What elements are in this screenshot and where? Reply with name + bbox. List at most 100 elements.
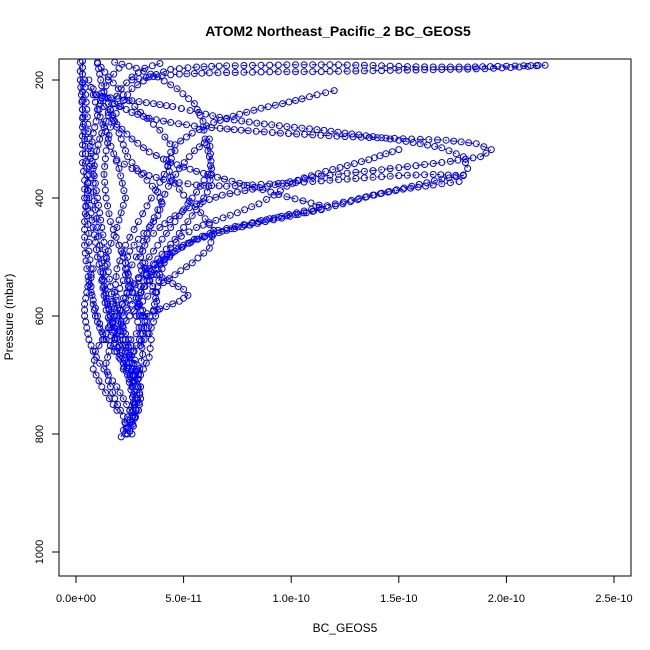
data-point	[96, 241, 104, 249]
data-point	[205, 69, 213, 77]
data-point	[249, 68, 256, 76]
data-point	[403, 66, 411, 74]
data-point	[193, 188, 200, 196]
data-point	[206, 142, 214, 150]
data-point	[343, 175, 351, 183]
data-point	[89, 265, 97, 273]
data-point	[336, 164, 344, 171]
data-point	[137, 262, 145, 270]
data-point	[89, 347, 97, 355]
data-point	[300, 174, 308, 182]
data-point	[266, 215, 274, 223]
data-point	[481, 65, 489, 73]
data-point	[205, 135, 213, 143]
data-point	[122, 259, 129, 267]
data-point	[196, 200, 204, 208]
data-point	[369, 67, 377, 75]
data-point	[124, 277, 132, 285]
series-profile-20	[94, 60, 166, 373]
data-point	[104, 76, 112, 84]
data-point	[112, 281, 119, 288]
y-axis-label: Pressure (mbar)	[2, 274, 16, 361]
data-point	[96, 324, 104, 332]
data-point	[354, 196, 362, 203]
data-point	[249, 61, 256, 69]
data-point	[156, 60, 164, 67]
data-point	[194, 235, 202, 243]
data-point	[119, 201, 127, 209]
data-point	[84, 178, 92, 186]
data-point	[452, 150, 460, 158]
data-point	[378, 189, 386, 197]
data-point	[276, 129, 284, 137]
data-point	[139, 306, 147, 314]
series-profile-9	[98, 89, 495, 349]
data-point	[184, 218, 192, 226]
data-point	[293, 209, 301, 217]
data-point	[179, 90, 187, 98]
data-point	[134, 218, 142, 226]
data-point	[122, 330, 129, 338]
data-point	[253, 119, 261, 127]
data-point	[134, 69, 142, 77]
data-point	[132, 342, 140, 349]
data-point	[386, 172, 394, 180]
data-point	[128, 300, 136, 308]
data-point	[412, 162, 420, 170]
data-point	[129, 288, 137, 296]
x-tick-label: 5.0e-11	[165, 593, 202, 605]
data-point	[130, 307, 138, 315]
data-point	[283, 68, 291, 76]
data-point	[82, 98, 90, 106]
data-point	[115, 103, 123, 110]
data-point	[386, 165, 394, 173]
data-point	[240, 181, 248, 189]
data-point	[446, 65, 454, 73]
data-point	[102, 94, 110, 102]
data-point	[291, 195, 299, 203]
data-point	[324, 203, 332, 211]
data-point	[113, 92, 121, 100]
data-point	[274, 68, 282, 76]
data-point	[140, 229, 148, 237]
data-point	[171, 212, 179, 220]
data-point	[455, 63, 463, 71]
data-point	[150, 247, 157, 255]
data-point	[152, 116, 160, 124]
data-point	[83, 212, 91, 220]
data-point	[487, 146, 495, 154]
data-point	[160, 256, 168, 264]
data-point	[154, 212, 162, 220]
data-point	[403, 163, 411, 171]
data-point	[423, 179, 431, 187]
data-point	[240, 68, 248, 76]
data-point	[119, 97, 127, 105]
data-point	[313, 91, 321, 99]
data-point	[150, 100, 157, 108]
y-tick-label: 400	[34, 189, 46, 207]
data-point	[128, 418, 136, 426]
data-point	[98, 277, 106, 285]
data-point	[132, 253, 140, 261]
data-point	[294, 177, 302, 185]
data-point	[223, 182, 231, 190]
data-point	[102, 194, 110, 202]
data-point	[317, 68, 325, 76]
data-point	[160, 68, 167, 76]
data-point	[193, 167, 200, 175]
data-point	[408, 135, 416, 143]
data-point	[86, 142, 94, 150]
data-point	[482, 149, 490, 157]
data-point	[334, 128, 342, 136]
data-point	[139, 247, 147, 255]
data-point	[128, 159, 136, 167]
data-point	[190, 147, 198, 155]
data-point	[184, 180, 192, 188]
data-point	[196, 182, 204, 190]
data-point	[111, 288, 119, 296]
series-line	[95, 94, 469, 346]
data-point	[186, 107, 194, 114]
data-point	[141, 241, 149, 249]
data-point	[378, 134, 386, 142]
data-point	[196, 111, 204, 119]
